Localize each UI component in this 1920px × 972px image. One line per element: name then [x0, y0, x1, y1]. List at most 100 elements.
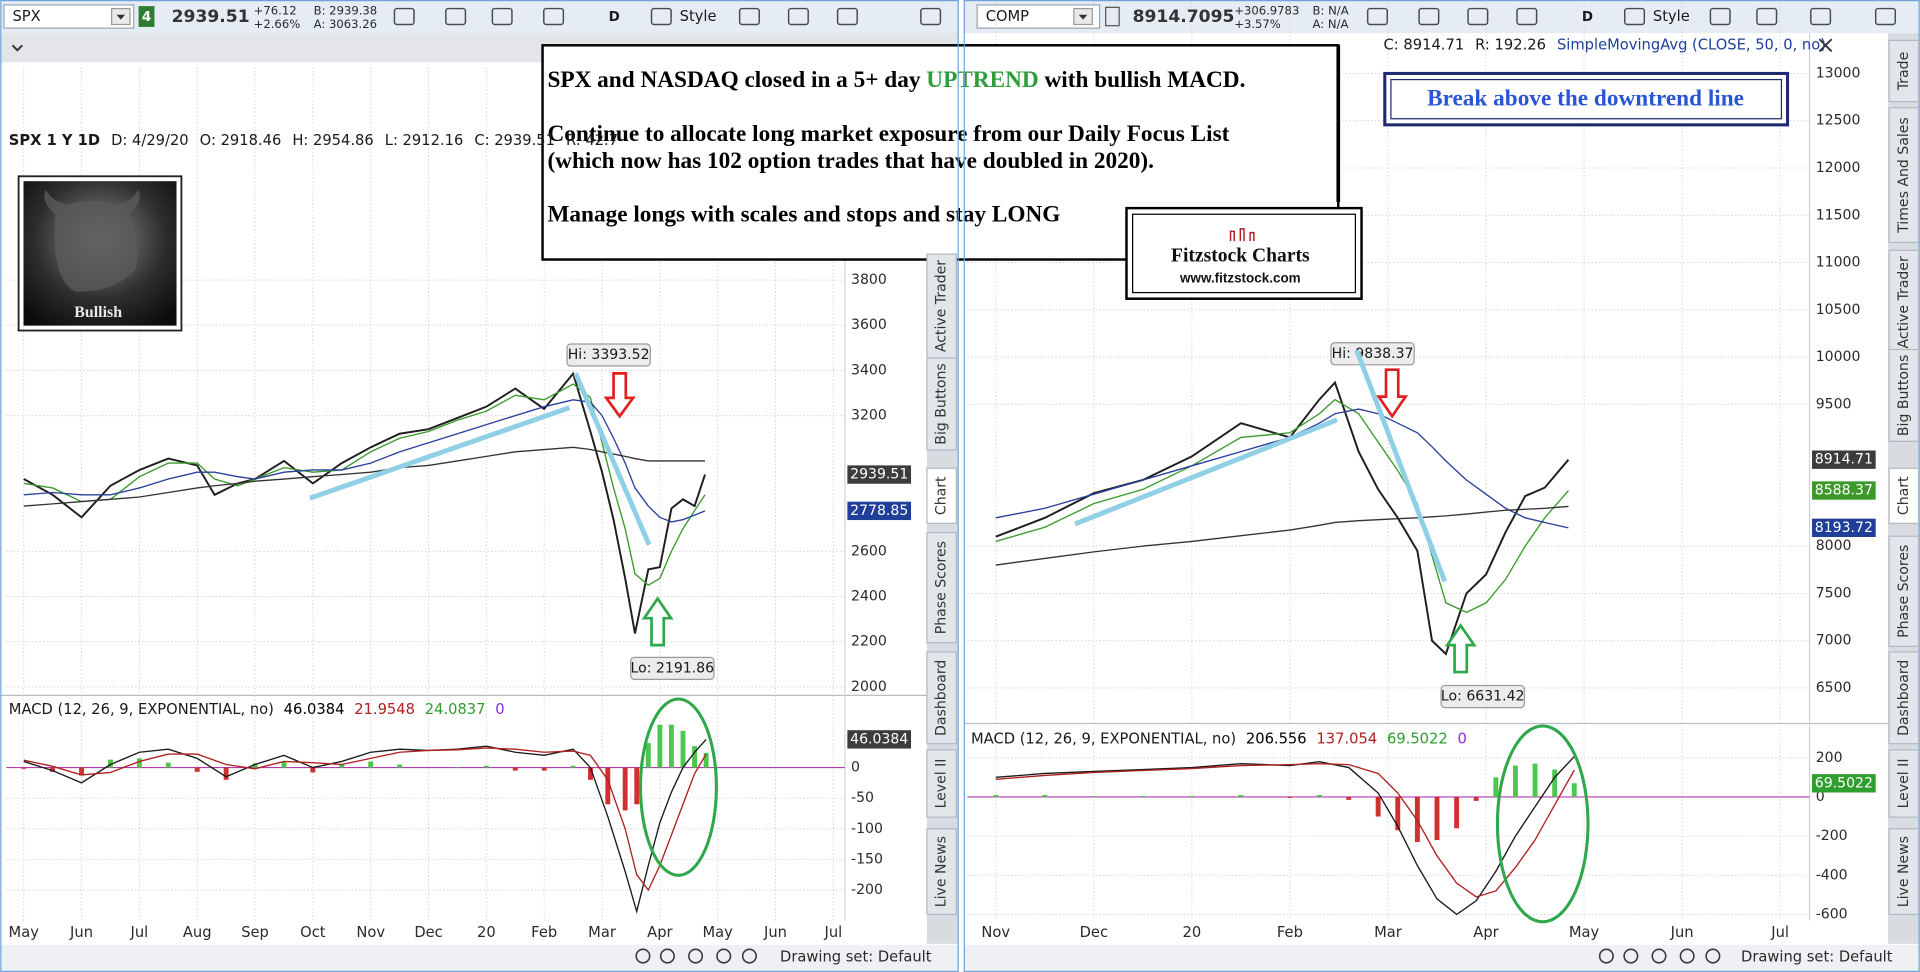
side-tab-label[interactable]: Phase Scores	[934, 541, 950, 634]
side-tab[interactable]	[1888, 828, 1920, 916]
side-tab-label[interactable]: Live News	[1896, 836, 1912, 907]
symbol-box[interactable]	[3, 4, 135, 29]
x-tick-label: Jun	[1670, 924, 1694, 941]
side-tab-label[interactable]: Chart	[934, 476, 950, 515]
toolbar-icon[interactable]	[1623, 7, 1646, 26]
side-tab-label[interactable]: Level II	[1896, 759, 1912, 809]
up-arrow	[1444, 623, 1477, 674]
side-tab-label[interactable]: Dashboard	[1896, 660, 1912, 736]
side-tab[interactable]	[1888, 348, 1920, 442]
collapse-chevron[interactable]	[11, 44, 23, 52]
link-icon[interactable]	[1105, 6, 1120, 27]
expand-icon[interactable]	[1818, 38, 1833, 53]
image-caption: Bullish	[74, 304, 122, 321]
toolbar-icon[interactable]	[920, 7, 942, 26]
histogram-bar	[21, 767, 27, 769]
banner: Break above the downtrend line	[1427, 86, 1744, 112]
zoom-icon[interactable]	[1598, 948, 1614, 964]
period[interactable]: D	[1582, 10, 1593, 25]
side-tab-label[interactable]: Times And Sales	[1896, 117, 1912, 234]
histogram-bar	[1346, 796, 1352, 800]
side-tab-label[interactable]: Phase Scores	[1896, 545, 1912, 638]
side-tab[interactable]	[926, 749, 957, 818]
zoom-icon[interactable]	[716, 948, 732, 964]
toolbar-icon[interactable]	[1516, 7, 1538, 26]
y-tick-label: 2600	[851, 543, 887, 559]
toolbar-icon[interactable]	[738, 7, 760, 26]
style-button[interactable]: Style	[1653, 8, 1690, 25]
toolbar-icon[interactable]	[1810, 7, 1832, 26]
side-tab[interactable]	[926, 828, 957, 916]
zoom-icon[interactable]	[659, 948, 675, 964]
side-tab-label[interactable]: Active Trader	[934, 260, 950, 352]
y-tick-label: 2000	[851, 679, 887, 695]
side-tab-label[interactable]: Big Buttons	[934, 363, 950, 444]
indicator-reading: 0	[1458, 730, 1467, 747]
zoom-icon[interactable]	[635, 948, 651, 964]
toolbar-icon[interactable]	[1756, 7, 1778, 26]
price-label-box	[1812, 518, 1876, 538]
change: +306.9783	[1234, 4, 1299, 18]
side-tab-label[interactable]: Live News	[934, 836, 950, 907]
badge[interactable]	[138, 6, 155, 27]
zoom-icon[interactable]	[1651, 948, 1667, 964]
zoom-icon[interactable]	[741, 948, 757, 964]
side-tab[interactable]	[926, 651, 957, 745]
side-tab[interactable]	[1888, 535, 1920, 647]
drawing-set[interactable]: Drawing set: Default	[1741, 948, 1893, 965]
x-tick-label: Feb	[1277, 924, 1303, 941]
side-tab[interactable]	[1888, 249, 1920, 356]
side-tab[interactable]	[1888, 107, 1920, 243]
side-tab[interactable]	[926, 531, 957, 644]
side-tab[interactable]	[926, 357, 957, 451]
symbol[interactable]: COMP	[986, 8, 1029, 25]
toolbar-icon[interactable]	[650, 7, 672, 26]
side-tab-label[interactable]: Chart	[1896, 476, 1912, 515]
side-tab[interactable]	[926, 467, 957, 524]
toolbar-icon[interactable]	[836, 7, 858, 26]
toolbar-icon[interactable]	[1366, 7, 1388, 26]
side-tab-label[interactable]: Level II	[934, 759, 950, 809]
zoom-icon[interactable]	[1623, 948, 1639, 964]
side-tab-label[interactable]: Trade	[1896, 52, 1912, 92]
zoom-icon[interactable]	[1679, 948, 1695, 964]
drawing-set[interactable]: Drawing set: Default	[780, 948, 932, 965]
side-tab-label[interactable]: Big Buttons	[1896, 355, 1912, 436]
chart-header: SPX 1 Y 1D	[9, 132, 100, 149]
y-tick-label: 9500	[1816, 396, 1852, 412]
toolbar-icon[interactable]	[445, 7, 467, 26]
side-tab-label[interactable]: Active Trader	[1896, 256, 1912, 348]
indicator-title: MACD (12, 26, 9, EXPONENTIAL, no)	[9, 701, 274, 718]
highlight-ellipse	[638, 697, 718, 877]
toolbar-icon[interactable]	[1467, 7, 1489, 26]
side-tab[interactable]	[1888, 467, 1920, 524]
toolbar-icon[interactable]	[1709, 7, 1731, 26]
side-tab[interactable]	[926, 253, 957, 359]
period[interactable]: D	[609, 10, 620, 25]
side-tab[interactable]	[1888, 39, 1920, 103]
zoom-icon[interactable]	[1705, 948, 1721, 964]
histogram-bar	[1454, 796, 1460, 829]
toolbar-icon[interactable]	[491, 7, 513, 26]
side-tab[interactable]	[1888, 651, 1920, 745]
badge[interactable]: 4	[142, 10, 151, 25]
symbol-box[interactable]	[976, 4, 1101, 29]
toolbar-icon[interactable]	[393, 7, 415, 26]
toolbar-icon[interactable]	[1418, 7, 1440, 26]
extreme-box	[1440, 684, 1525, 709]
side-tab-label[interactable]: Dashboard	[934, 660, 950, 736]
price-label-box	[1812, 450, 1876, 469]
side-tab[interactable]	[1888, 749, 1920, 818]
histogram-bar	[692, 746, 698, 768]
toolbar-icon[interactable]	[543, 7, 565, 26]
price-label: 46.0384	[850, 731, 908, 747]
indicator-reading: 46.0384	[284, 701, 345, 718]
toolbar-icon[interactable]	[787, 7, 809, 26]
zoom-icon[interactable]	[688, 948, 704, 964]
symbol[interactable]: SPX	[12, 8, 40, 25]
note-segment: with bullish MACD.	[1039, 67, 1246, 93]
style-button[interactable]: Style	[680, 8, 717, 25]
histogram-bar	[108, 759, 113, 768]
toolbar-icon[interactable]	[1874, 7, 1897, 26]
x-tick-label: May	[703, 924, 734, 941]
